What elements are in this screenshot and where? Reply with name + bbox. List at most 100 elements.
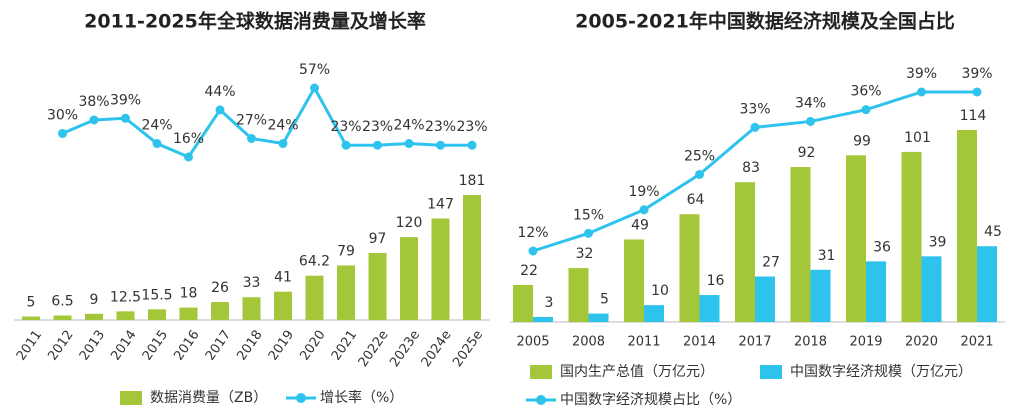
data-label: 44% (204, 84, 235, 100)
line-point (373, 140, 382, 150)
line-point (695, 169, 704, 179)
x-tick-label: 2021 (960, 335, 993, 350)
data-label: 33% (739, 101, 770, 117)
x-tick-label: 2018 (794, 335, 827, 350)
line-point (972, 87, 982, 97)
line-point (58, 128, 67, 138)
data-label: 15.5 (141, 287, 172, 303)
line-point (247, 133, 256, 143)
line-point (121, 113, 130, 123)
bar (274, 291, 292, 320)
data-label: 27% (236, 112, 267, 128)
line-point (639, 205, 649, 215)
bar (400, 237, 418, 320)
data-label: 97 (369, 231, 387, 247)
data-label: 12.5 (110, 289, 141, 305)
x-tick-label: 2020 (905, 335, 938, 350)
legend-label: 数据消费量（ZB） (150, 390, 267, 406)
x-tick-label: 2017 (738, 335, 771, 350)
x-tick-label: 2018 (234, 328, 265, 364)
legend-label: 中国数字经济规模占比（%） (560, 392, 741, 408)
legend-swatch (296, 393, 306, 403)
bar (53, 315, 72, 320)
line-point (310, 83, 319, 93)
data-label: 19% (628, 184, 659, 200)
data-label: 34% (795, 95, 826, 111)
line-point (750, 122, 760, 132)
x-tick-label: 2021 (329, 328, 360, 364)
data-label: 36% (850, 84, 881, 100)
legend-swatch (760, 365, 782, 379)
bar (901, 151, 922, 322)
bar (116, 311, 135, 320)
data-label: 120 (396, 215, 423, 231)
bar (568, 268, 589, 322)
line-point (89, 115, 99, 125)
data-label: 9 (90, 292, 99, 308)
data-label: 3 (545, 295, 554, 311)
data-label: 99 (853, 133, 871, 149)
bar (337, 265, 355, 320)
data-label: 22 (520, 263, 538, 279)
bar (866, 261, 886, 322)
data-label: 64 (687, 192, 705, 208)
x-tick-label: 2014 (683, 335, 716, 350)
x-tick-label: 2019 (849, 335, 882, 350)
data-label: 32 (576, 246, 594, 262)
data-label: 41 (274, 270, 292, 286)
data-label: 30% (47, 107, 78, 123)
data-label: 5 (27, 295, 36, 311)
bar (179, 307, 198, 320)
line-point (404, 139, 414, 149)
line-point (467, 140, 477, 150)
data-label: 33 (243, 275, 261, 291)
bar (846, 155, 866, 322)
x-tick-label: 2011 (14, 328, 45, 364)
data-label: 18 (180, 286, 198, 302)
x-tick-label: 2005 (516, 335, 549, 350)
data-label: 24% (393, 118, 424, 134)
data-label: 64.2 (299, 254, 330, 270)
data-label: 39% (906, 66, 937, 82)
x-tick-label: 2022e (356, 328, 392, 370)
legend-label: 国内生产总值（万亿元） (560, 364, 714, 380)
bar (368, 253, 387, 320)
data-label: 23% (425, 119, 456, 135)
bar (810, 269, 831, 322)
x-tick-label: 2023e (387, 328, 423, 370)
data-label: 36 (873, 239, 891, 255)
line-point (278, 139, 288, 149)
bar (533, 316, 553, 322)
data-label: 15% (573, 207, 604, 223)
x-tick-label: 2016 (171, 328, 202, 364)
data-label: 10 (651, 283, 669, 299)
data-label: 5 (600, 292, 609, 308)
legend-label: 增长率（%） (320, 389, 403, 406)
legend-swatch (530, 365, 552, 379)
bar (305, 275, 324, 320)
data-label: 24% (267, 118, 298, 134)
data-label: 101 (904, 130, 931, 146)
data-label: 79 (337, 243, 355, 259)
bar (957, 130, 977, 322)
x-tick-label: 2020 (297, 328, 328, 364)
data-label: 57% (299, 62, 330, 78)
data-label: 25% (684, 148, 715, 164)
data-label: 6.5 (51, 294, 73, 310)
line-point (917, 87, 926, 97)
bar (431, 218, 450, 320)
data-label: 16 (707, 273, 725, 289)
data-label: 39% (961, 66, 992, 82)
bar (790, 167, 811, 322)
line-point (584, 228, 593, 238)
chart-title: 2005-2021年中国数据经济规模及全国占比 (575, 10, 955, 33)
line-point (215, 105, 225, 115)
line-point (184, 152, 193, 162)
line-point (806, 116, 815, 126)
x-tick-label: 2024e (419, 328, 455, 370)
x-tick-label: 2014 (108, 328, 139, 364)
data-label: 23% (456, 119, 487, 135)
data-label: 83 (742, 160, 760, 176)
data-label: 49 (631, 217, 649, 233)
data-label: 26 (211, 280, 229, 296)
